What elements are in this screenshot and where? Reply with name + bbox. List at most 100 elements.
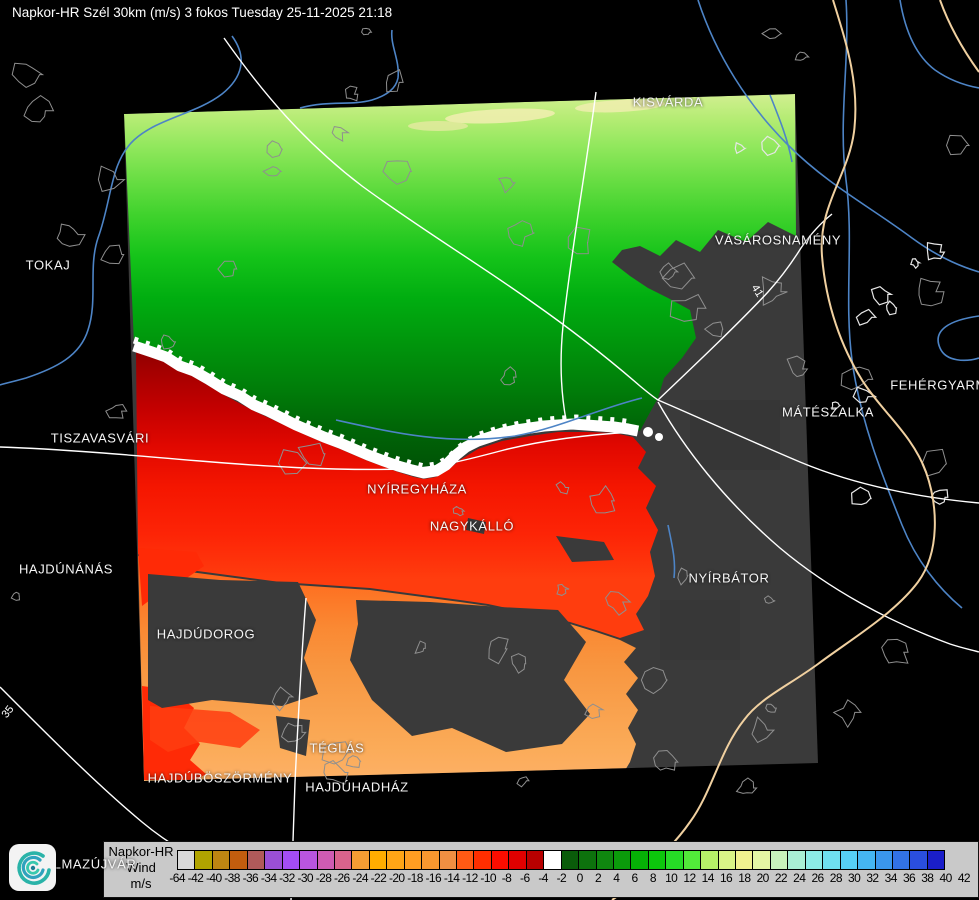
settlement-outline-layer-east (734, 135, 949, 506)
settlement-outline (850, 486, 872, 506)
settlement-outline (669, 293, 707, 322)
settlement-outline (881, 638, 909, 664)
legend-color-box (700, 850, 719, 870)
city-label: LMAZÚJVÁR (53, 856, 137, 872)
legend-tick-label: -24 (352, 871, 368, 885)
settlement-outline (703, 321, 724, 338)
settlement-outline-layer (10, 27, 971, 794)
legend-color-box (612, 850, 632, 870)
legend-tick-label: -30 (297, 871, 313, 885)
road-layer (0, 37, 979, 900)
legend-tick-label: -18 (407, 871, 423, 885)
legend-color-box (804, 850, 824, 870)
legend-color-box (421, 850, 440, 870)
city-label: HAJDÚDOROG (156, 626, 256, 642)
legend-color-box (909, 850, 928, 870)
legend-tick-label: 20 (756, 871, 770, 885)
settlement-outline (97, 165, 126, 193)
settlement-outline (277, 449, 308, 475)
legend-color-scale (177, 850, 946, 870)
settlement-outline (735, 777, 758, 794)
settlement-outline (831, 401, 842, 411)
city-label: TISZAVASVÁRI (50, 430, 150, 446)
legend-color-box (368, 850, 388, 870)
legend-tick-label: -6 (520, 871, 530, 885)
echo-pale-yellow-streak (408, 121, 468, 131)
legend-product-name: Napkor-HR Wind m/s (108, 844, 174, 892)
wind-spiral-logo (9, 844, 56, 891)
settlement-outline (885, 300, 898, 316)
echo-pale-yellow-streak (445, 108, 555, 124)
no-echo-shade (660, 600, 740, 660)
legend-tick-label: 22 (774, 871, 788, 885)
settlement-outline (918, 277, 945, 307)
city-label: HAJDÚHADHÁZ (305, 779, 409, 795)
legend-tick-label: -4 (538, 871, 548, 885)
settlement-outline (414, 640, 426, 654)
legend-tick-label: -34 (260, 871, 277, 885)
legend-color-box (211, 850, 231, 870)
legend-tick-label: -12 (462, 871, 478, 885)
legend-color-box (386, 850, 405, 870)
settlement-outline (910, 258, 922, 270)
legend-tick-label: -2 (556, 871, 567, 885)
legend-line-product: Napkor-HR (108, 844, 174, 859)
river-layer (0, 0, 979, 609)
settlement-outline (271, 686, 295, 712)
settlement-outline (345, 755, 362, 768)
zero-velocity-band-spikes (132, 336, 633, 471)
legend-tick-labels: -64 -42 -40 -38 -36 -34 -32 -30 -28 -26 -24 -22 -20-… (168, 871, 973, 885)
product-title: Napkor-HR Szél 30km (m/s) 3 fokos Tuesda… (12, 5, 393, 20)
legend-color-box (490, 850, 510, 870)
legend-color-box (769, 850, 789, 870)
legend-color-box (508, 850, 527, 870)
legend-color-box (473, 850, 492, 870)
city-label: NAGYKÁLLÓ (429, 518, 515, 534)
settlement-outline (734, 141, 747, 155)
settlement-outline (794, 51, 810, 61)
legend-color-box (926, 850, 946, 870)
legend-color-box (543, 850, 562, 870)
echo-red-region (136, 352, 658, 638)
settlement-outline (584, 703, 605, 720)
settlement-outline (331, 126, 351, 142)
no-echo-hole (466, 518, 486, 534)
settlement-outline (926, 241, 946, 261)
zero-band-fragment (643, 427, 653, 437)
settlement-outline (840, 366, 874, 391)
country-border (611, 0, 979, 900)
legend-color-box (333, 850, 353, 870)
legend-color-box (717, 850, 736, 870)
legend-tick-label: -14 (443, 871, 460, 885)
settlement-outline (56, 223, 86, 247)
city-label: HAJDÚNÁNÁS (18, 561, 114, 577)
legend-tick-label: 36 (902, 871, 916, 885)
settlement-outline (507, 220, 535, 247)
echo-green-region (124, 94, 796, 471)
legend-color-box (194, 850, 213, 870)
settlement-outline (498, 177, 516, 194)
settlement-outline (945, 134, 971, 156)
city-label: VÁSÁROSNAMÉNY (714, 232, 842, 248)
legend-tick-label: 32 (866, 871, 879, 885)
settlement-outline (786, 355, 809, 378)
settlement-outline (661, 262, 696, 290)
legend-color-box (857, 850, 876, 870)
legend-tick-label: 28 (829, 871, 843, 885)
city-label: NYÍRBÁTOR (688, 570, 770, 586)
city-label: NYÍREGYHÁZA (367, 481, 467, 497)
settlement-outline (765, 703, 778, 713)
zero-band-fragment (655, 433, 663, 441)
legend-color-box (264, 850, 283, 870)
legend-tick-label: 34 (884, 871, 898, 885)
settlement-outline (653, 749, 679, 771)
settlement-outline (761, 276, 788, 307)
legend-tick-label: -16 (425, 871, 442, 885)
settlement-outline (361, 27, 373, 36)
settlement-outline (323, 759, 349, 785)
legend-tick-label: -64 (169, 871, 185, 885)
settlement-outline (344, 85, 359, 102)
legend-color-box (735, 850, 754, 870)
legend-tick-label: 26 (811, 871, 824, 885)
